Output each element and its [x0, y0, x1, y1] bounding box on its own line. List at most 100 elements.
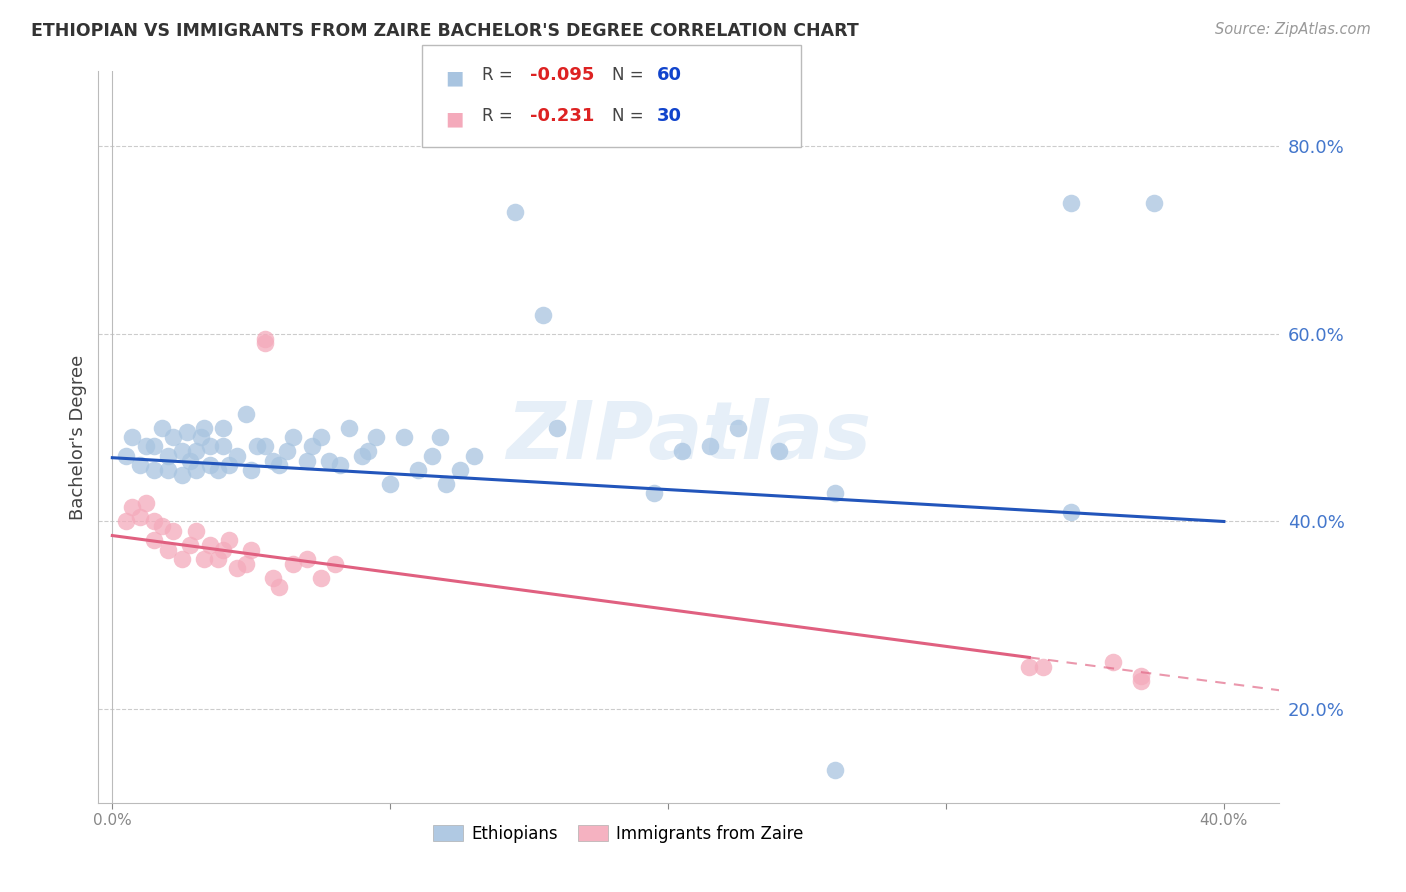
Point [212, 542, 235, 557]
Text: -0.095: -0.095 [530, 66, 595, 84]
Point [323, 557, 346, 571]
Point [366, 430, 388, 444]
Point [281, 430, 304, 444]
Point [263, 571, 285, 585]
Point [449, 463, 471, 477]
Point [267, 580, 290, 594]
Text: N =: N = [612, 107, 648, 125]
Point [1143, 195, 1166, 210]
Point [184, 524, 207, 538]
Point [1101, 655, 1123, 669]
Point [162, 430, 184, 444]
Point [295, 552, 318, 566]
Point [276, 444, 298, 458]
Point [503, 205, 526, 219]
Point [156, 463, 179, 477]
Point [170, 444, 193, 458]
Point [1129, 673, 1152, 688]
Point [162, 524, 184, 538]
Text: ■: ■ [446, 110, 464, 128]
Point [281, 557, 304, 571]
Point [643, 486, 665, 500]
Y-axis label: Bachelor's Degree: Bachelor's Degree [69, 354, 87, 520]
Text: Source: ZipAtlas.com: Source: ZipAtlas.com [1215, 22, 1371, 37]
Point [170, 467, 193, 482]
Point [170, 552, 193, 566]
Point [150, 519, 173, 533]
Point [1032, 660, 1054, 674]
Legend: Ethiopians, Immigrants from Zaire: Ethiopians, Immigrants from Zaire [426, 818, 810, 849]
Text: R =: R = [482, 66, 519, 84]
Point [176, 425, 198, 440]
Point [1018, 660, 1040, 674]
Point [329, 458, 352, 473]
Point [193, 552, 215, 566]
Point [212, 420, 235, 434]
Point [254, 440, 277, 454]
Point [1060, 195, 1083, 210]
Point [235, 557, 257, 571]
Point [198, 458, 221, 473]
Point [380, 477, 402, 491]
Point [121, 500, 143, 515]
Point [198, 538, 221, 552]
Point [226, 449, 249, 463]
Point [156, 449, 179, 463]
Point [121, 430, 143, 444]
Point [226, 561, 249, 575]
Point [246, 440, 269, 454]
Point [179, 453, 201, 467]
Point [531, 308, 554, 322]
Point [218, 533, 240, 548]
Point [235, 407, 257, 421]
Point [463, 449, 485, 463]
Text: ■: ■ [446, 69, 464, 87]
Text: 30: 30 [657, 107, 682, 125]
Point [129, 458, 152, 473]
Point [143, 533, 166, 548]
Point [156, 542, 179, 557]
Point [727, 420, 749, 434]
Point [207, 463, 229, 477]
Point [406, 463, 429, 477]
Point [301, 440, 323, 454]
Point [143, 463, 166, 477]
Point [267, 458, 290, 473]
Point [420, 449, 443, 463]
Text: ETHIOPIAN VS IMMIGRANTS FROM ZAIRE BACHELOR'S DEGREE CORRELATION CHART: ETHIOPIAN VS IMMIGRANTS FROM ZAIRE BACHE… [31, 22, 859, 40]
Point [135, 496, 157, 510]
Point [357, 444, 380, 458]
Text: R =: R = [482, 107, 523, 125]
Point [240, 463, 263, 477]
Point [699, 440, 721, 454]
Point [768, 444, 790, 458]
Point [1060, 505, 1083, 519]
Point [254, 332, 277, 346]
Point [434, 477, 457, 491]
Point [1129, 669, 1152, 683]
Point [129, 509, 152, 524]
Point [240, 542, 263, 557]
Point [184, 444, 207, 458]
Point [429, 430, 451, 444]
Point [254, 336, 277, 351]
Point [671, 444, 693, 458]
Text: N =: N = [612, 66, 648, 84]
Point [546, 420, 568, 434]
Point [184, 463, 207, 477]
Point [337, 420, 360, 434]
Point [824, 486, 846, 500]
Point [212, 440, 235, 454]
Text: 60: 60 [657, 66, 682, 84]
Point [309, 571, 332, 585]
Point [115, 449, 138, 463]
Point [143, 515, 166, 529]
Point [135, 440, 157, 454]
Point [179, 538, 201, 552]
Point [295, 453, 318, 467]
Point [150, 420, 173, 434]
Point [318, 453, 340, 467]
Point [143, 440, 166, 454]
Point [263, 453, 285, 467]
Point [193, 420, 215, 434]
